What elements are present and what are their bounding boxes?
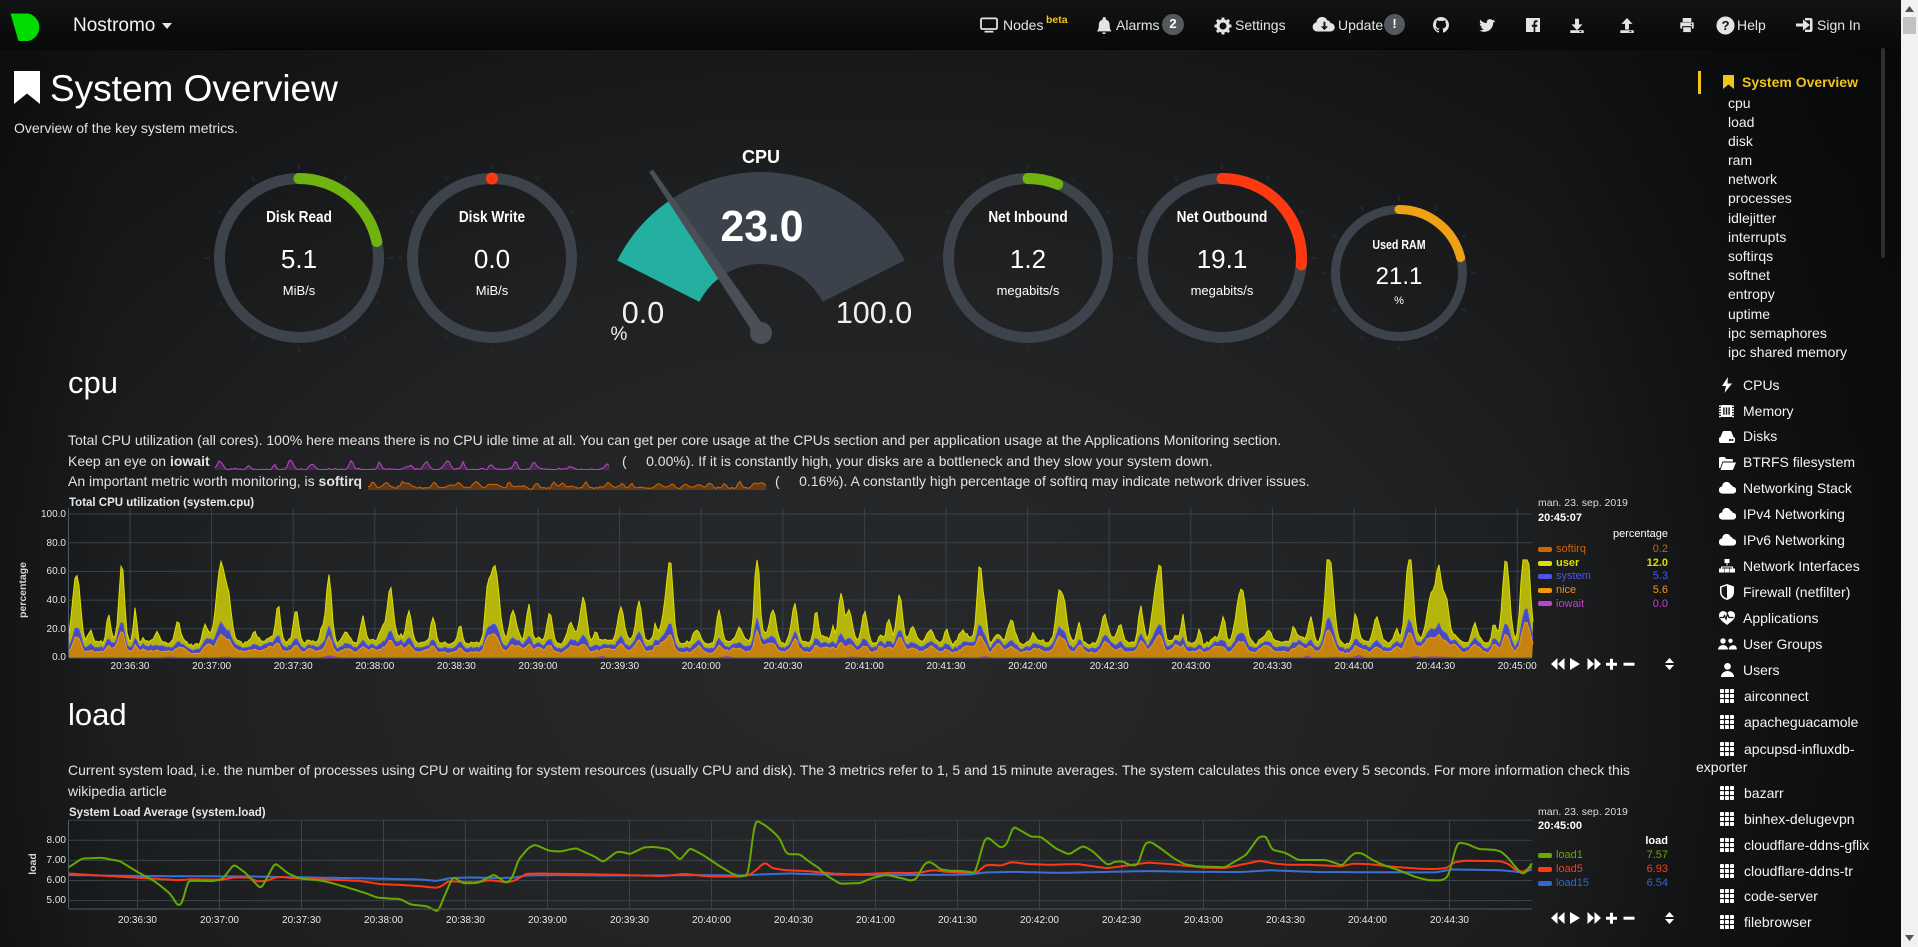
svg-text:?: ? [1721, 17, 1729, 32]
